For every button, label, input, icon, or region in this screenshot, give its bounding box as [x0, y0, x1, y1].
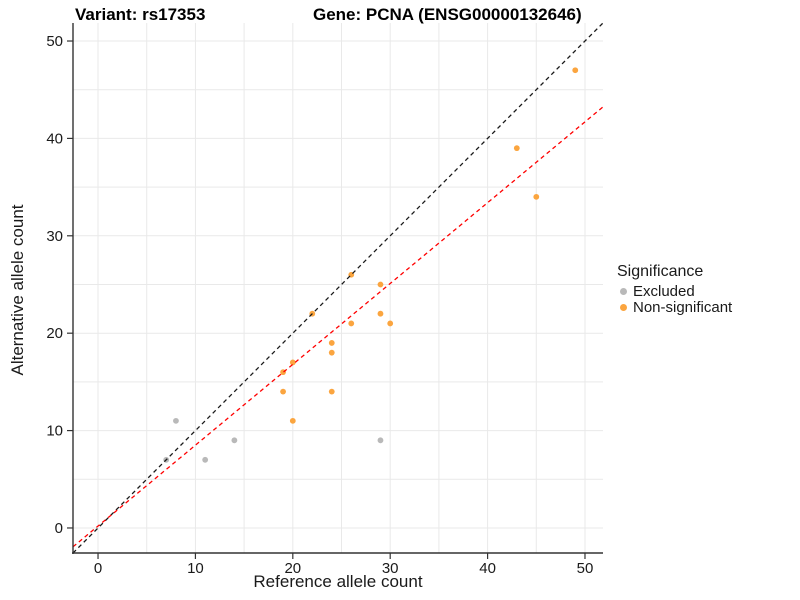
legend-item-label: Non-significant: [633, 298, 733, 316]
x-tick-label: 20: [284, 560, 301, 577]
identity-line: [72, 22, 604, 554]
data-point-non-significant: [513, 145, 520, 152]
data-point-non-significant: [328, 349, 335, 356]
plot-title-variant: Variant: rs17353: [75, 5, 206, 24]
legend-item-excluded: Excluded: [617, 282, 732, 300]
legend: Significance Excluded Non-significant: [617, 263, 733, 316]
data-point-excluded: [377, 437, 384, 444]
y-axis-label: Alternative allele count: [8, 204, 27, 376]
x-tick-label: 50: [577, 560, 594, 577]
expected-ratio-line: [72, 106, 604, 548]
data-point-non-significant: [533, 193, 540, 200]
legend-swatch-icon: [620, 287, 627, 295]
legend-items: Excluded Non-significant: [617, 282, 733, 316]
x-tick-label: 0: [94, 560, 102, 577]
data-point-non-significant: [328, 340, 335, 346]
x-axis-label: Reference allele count: [253, 572, 423, 591]
data-point-excluded: [173, 417, 179, 424]
data-point-non-significant: [387, 320, 394, 327]
y-tick-label: 30: [46, 228, 63, 245]
legend-item-non-significant: Non-significant: [617, 298, 733, 316]
x-tick-label: 10: [187, 560, 204, 577]
data-point-excluded: [231, 437, 238, 444]
x-tick-label: 30: [382, 560, 399, 577]
data-point-non-significant: [280, 388, 286, 395]
data-point-non-significant: [289, 359, 296, 366]
y-tick-label: 50: [46, 33, 63, 50]
x-tick-label: 40: [479, 560, 496, 577]
data-point-non-significant: [572, 67, 579, 74]
legend-title: Significance: [617, 263, 704, 280]
y-tick-label: 10: [46, 423, 63, 440]
y-tick-label: 20: [46, 325, 63, 342]
data-point-excluded: [202, 456, 209, 463]
y-tick-label: 40: [46, 130, 63, 147]
data-point-non-significant: [328, 388, 335, 395]
y-tick-label: 0: [55, 520, 63, 537]
data-point-non-significant: [289, 417, 296, 424]
plot-title-gene: Gene: PCNA (ENSG00000132646): [313, 5, 582, 24]
legend-swatch-icon: [620, 303, 627, 311]
legend-item-label: Excluded: [633, 282, 695, 300]
data-point-non-significant: [348, 320, 355, 327]
data-point-non-significant: [377, 310, 384, 317]
data-point-non-significant: [377, 281, 384, 288]
